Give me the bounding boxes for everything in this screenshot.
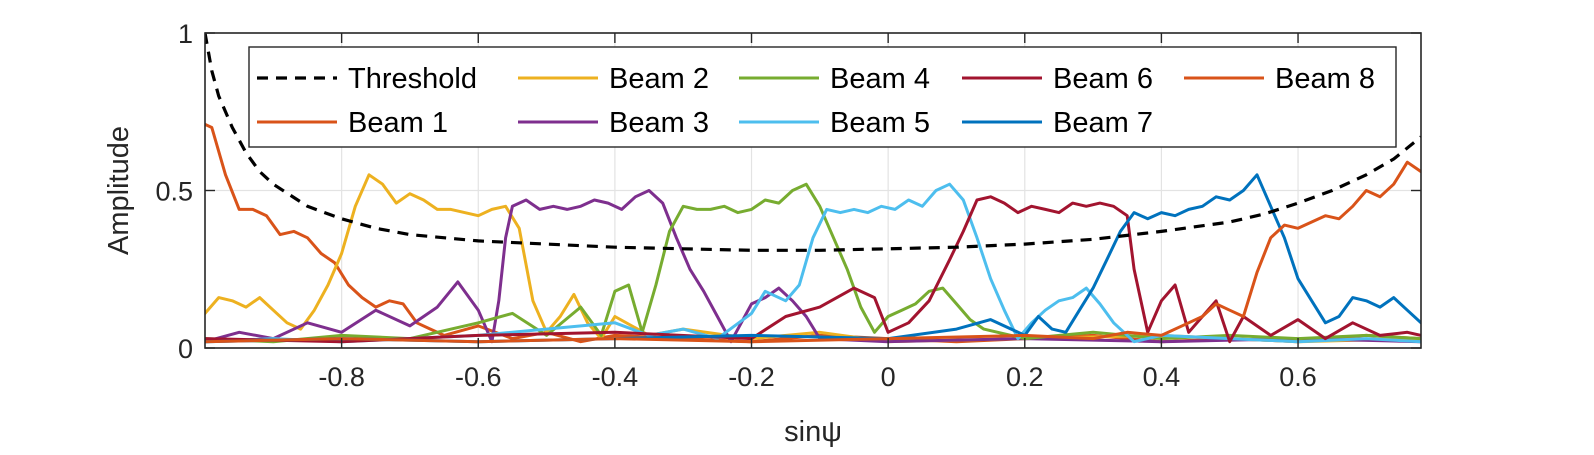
legend-label-beam-4: Beam 4 [830, 63, 930, 95]
series-line-beam-3 [205, 189, 1421, 344]
legend-label-threshold: Threshold [348, 63, 477, 95]
y-tick-label: 0.5 [155, 177, 193, 207]
x-tick-label: -0.6 [455, 362, 502, 392]
legend-label-beam-2: Beam 2 [609, 63, 709, 95]
y-tick-label: 0 [178, 334, 193, 364]
x-tick-label: -0.4 [592, 362, 639, 392]
legend-label-beam-3: Beam 3 [609, 107, 709, 139]
series-line-threshold [205, 33, 1421, 252]
x-tick-label: 0.4 [1143, 362, 1181, 392]
x-tick-label: -0.2 [728, 362, 775, 392]
legend-box [248, 46, 1397, 148]
series-group [205, 33, 1421, 344]
legend: Threshold Beam 1 Beam 2 Beam 3 Beam 4 Beam 5 B… [248, 46, 1397, 148]
legend-label-beam-6: Beam 6 [1053, 63, 1153, 95]
x-tick-label: 0.2 [1006, 362, 1044, 392]
y-axis-label: Amplitude [103, 126, 135, 255]
series-line-beam-4 [205, 182, 1421, 344]
legend-label-beam-7: Beam 7 [1053, 107, 1153, 139]
x-tick-label: -0.8 [318, 362, 365, 392]
legend-label-beam-1: Beam 1 [348, 107, 448, 139]
series-line-beam-7 [205, 173, 1421, 344]
legend-label-beam-5: Beam 5 [830, 107, 930, 139]
legend-label-beam-8: Beam 8 [1275, 63, 1375, 95]
x-axis-label: sinψ [784, 416, 842, 448]
y-tick-label: 1 [178, 19, 193, 49]
plot-area [205, 33, 1421, 344]
series-line-beam-6 [205, 195, 1421, 344]
series-line-beam-2 [205, 173, 1421, 344]
axes: -0.8 -0.6 -0.4 -0.2 0 0.2 0.4 0.6 0 0.5 1 [155, 19, 1422, 392]
series-line-beam-8 [205, 160, 1421, 344]
x-tick-label: 0 [881, 362, 896, 392]
x-tick-label: 0.6 [1279, 362, 1317, 392]
